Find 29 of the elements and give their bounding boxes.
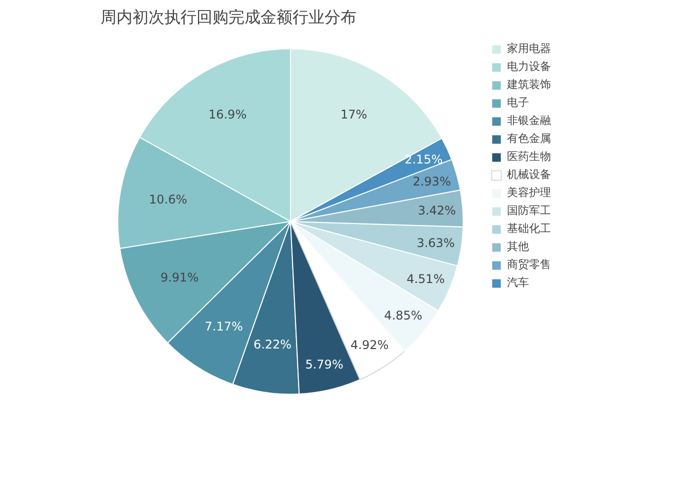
legend-label: 电子	[507, 95, 529, 110]
chart-title: 周内初次执行回购完成金额行业分布	[100, 8, 356, 26]
legend-label: 其他	[507, 239, 529, 254]
legend-label: 医药生物	[507, 149, 551, 164]
legend-label: 建筑装饰	[507, 77, 551, 92]
data-label: 3.63%	[416, 236, 455, 250]
data-label: 10.6%	[148, 192, 188, 207]
legend-label: 非银金融	[507, 113, 551, 128]
data-label: 2.93%	[412, 174, 451, 189]
data-label: 5.79%	[305, 357, 344, 372]
legend-label: 商贸零售	[507, 257, 551, 272]
data-label: 17%	[340, 107, 368, 122]
legend-label: 美容护理	[507, 185, 551, 200]
data-label: 4.92%	[350, 338, 389, 352]
legend-label: 家用电器	[507, 41, 551, 56]
legend-label: 汽车	[507, 275, 529, 290]
data-label: 9.91%	[160, 270, 199, 285]
legend-label: 国防军工	[507, 203, 551, 218]
data-label: 3.42%	[418, 203, 456, 218]
data-label: 2.15%	[404, 152, 443, 167]
data-label: 4.51%	[406, 272, 445, 286]
legend-label: 基础化工	[507, 221, 551, 236]
legend-label: 有色金属	[507, 131, 551, 146]
data-label: 16.9%	[208, 107, 247, 122]
legend-label: 电力设备	[507, 59, 551, 74]
data-label: 7.17%	[204, 319, 243, 334]
data-label: 4.85%	[384, 308, 422, 323]
legend-label: 机械设备	[507, 167, 551, 182]
data-label: 6.22%	[253, 338, 292, 352]
